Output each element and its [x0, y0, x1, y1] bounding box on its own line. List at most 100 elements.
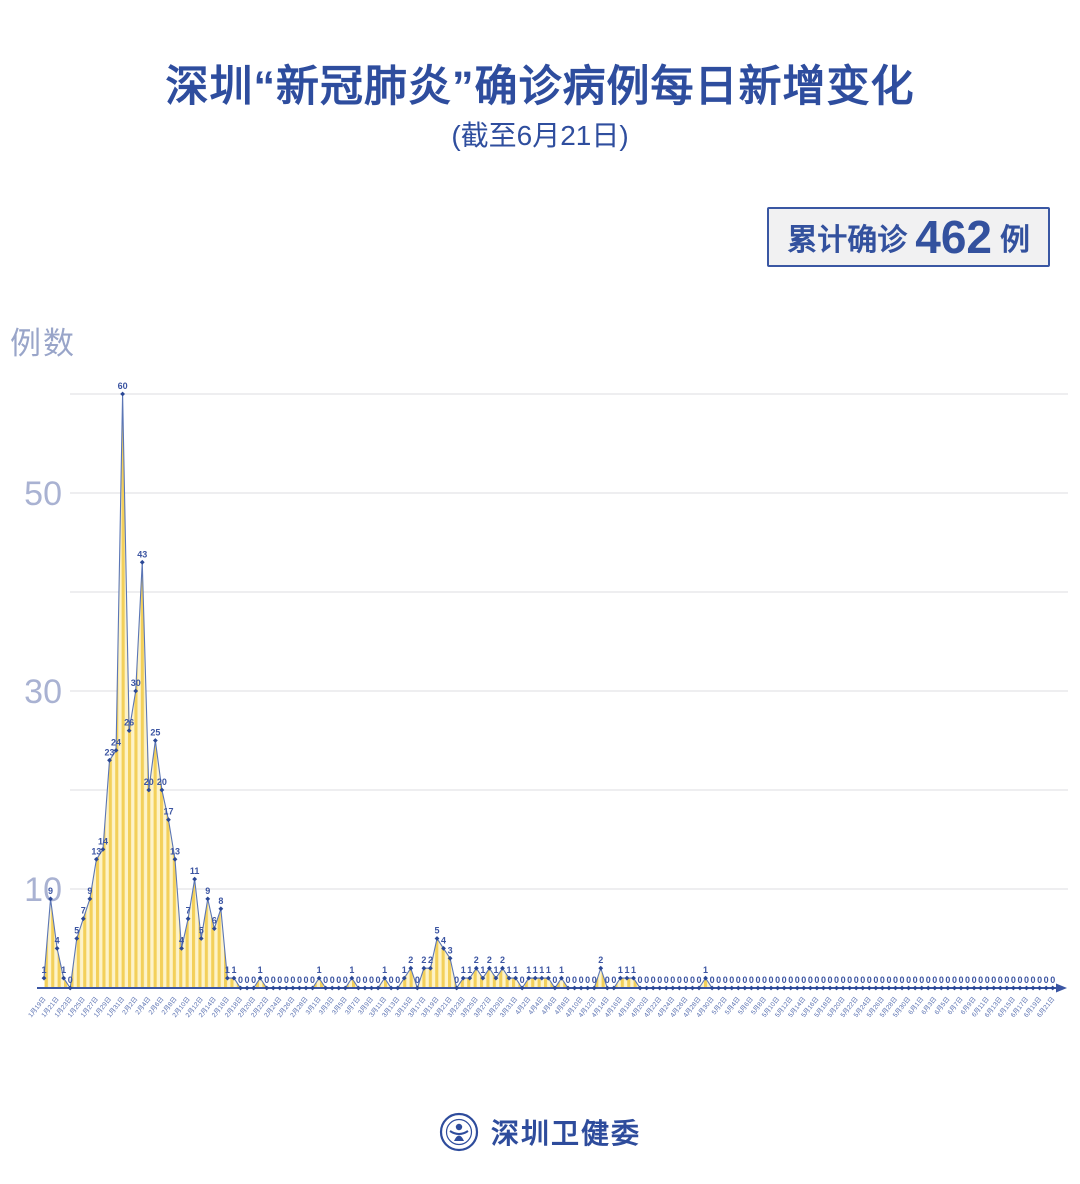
data-point-labels: 1941057913142324602630432025201713471159…: [41, 381, 1055, 985]
data-point-label: 0: [782, 975, 787, 985]
data-point-marker: [807, 985, 813, 991]
data-point-label: 0: [906, 975, 911, 985]
data-point-marker: [41, 975, 47, 981]
data-point-label: 0: [644, 975, 649, 985]
data-point-marker: [198, 936, 204, 941]
data-point-label: 1: [631, 965, 636, 975]
data-point-label: 0: [939, 975, 944, 985]
gridlines: [70, 393, 1068, 890]
data-point-markers: [41, 391, 1056, 991]
data-point-label: 0: [880, 975, 885, 985]
data-point-marker: [880, 985, 885, 991]
data-point-label: 1: [559, 965, 564, 975]
data-point-marker: [487, 965, 492, 971]
data-point-label: 0: [323, 975, 328, 985]
data-point-marker: [932, 985, 938, 991]
data-point-marker: [1017, 985, 1023, 991]
data-point-marker: [1030, 985, 1036, 991]
data-point-marker: [159, 787, 165, 793]
data-point-label: 0: [795, 975, 800, 985]
data-point-label: 0: [958, 975, 963, 985]
data-point-marker: [107, 757, 112, 763]
data-point-label: 7: [81, 906, 86, 916]
data-point-label: 2: [500, 955, 505, 965]
data-point-label: 0: [585, 975, 590, 985]
data-point-marker: [283, 985, 289, 991]
data-point-label: 1: [41, 965, 46, 975]
data-point-marker: [126, 728, 132, 733]
data-point-marker: [919, 985, 925, 991]
data-point-label: 0: [847, 975, 852, 985]
data-point-marker: [172, 856, 178, 862]
data-point-label: 1: [507, 965, 512, 975]
data-point-marker: [54, 946, 60, 951]
data-point-label: 24: [111, 737, 121, 747]
data-point-marker: [709, 985, 715, 991]
data-point-marker: [467, 975, 473, 981]
data-point-label: 0: [749, 975, 754, 985]
daily-new-cases-chart: 1030501941057913142324602630432025201713…: [24, 381, 1068, 1019]
data-point-marker: [906, 985, 911, 991]
data-point-label: 2: [428, 955, 433, 965]
data-point-marker: [794, 985, 800, 991]
data-point-label: 0: [310, 975, 315, 985]
data-point-marker: [297, 985, 302, 991]
data-point-marker: [428, 965, 433, 971]
data-point-label: 0: [277, 975, 282, 985]
data-point-label: 0: [369, 975, 374, 985]
data-point-marker: [539, 975, 545, 981]
data-point-marker: [1004, 985, 1010, 991]
data-point-marker: [94, 856, 99, 862]
data-point-label: 0: [271, 975, 276, 985]
data-point-marker: [74, 936, 80, 941]
data-point-label: 0: [873, 975, 878, 985]
data-point-marker: [788, 985, 794, 991]
data-point-marker: [369, 985, 374, 991]
data-point-marker: [290, 985, 296, 991]
data-point-label: 0: [389, 975, 394, 985]
data-point-marker: [238, 985, 243, 991]
data-point-marker: [270, 985, 276, 991]
data-point-marker: [578, 985, 584, 991]
data-point-marker: [997, 985, 1003, 991]
data-point-marker: [572, 985, 577, 991]
data-point-label: 0: [683, 975, 688, 985]
data-point-label: 0: [965, 975, 970, 985]
data-point-marker: [670, 985, 676, 991]
data-point-label: 0: [945, 975, 950, 985]
data-point-marker: [454, 985, 460, 991]
data-point-label: 0: [1044, 975, 1049, 985]
data-point-marker: [604, 985, 610, 991]
data-point-marker: [139, 559, 145, 565]
data-point-marker: [362, 985, 368, 991]
data-point-label: 8: [218, 896, 223, 906]
data-point-label: 0: [762, 975, 767, 985]
data-point-label: 2: [408, 955, 413, 965]
data-point-label: 0: [932, 975, 937, 985]
data-point-marker: [80, 916, 86, 922]
data-point-label: 0: [362, 975, 367, 985]
data-point-label: 0: [808, 975, 813, 985]
data-point-marker: [696, 985, 702, 991]
data-point-label: 1: [703, 965, 708, 975]
data-point-label: 0: [867, 975, 872, 985]
data-point-label: 0: [742, 975, 747, 985]
data-point-marker: [952, 985, 957, 991]
data-point-label: 0: [814, 975, 819, 985]
data-point-label: 20: [157, 777, 167, 787]
data-point-marker: [179, 946, 184, 951]
data-point-marker: [152, 738, 158, 743]
data-point-marker: [133, 688, 139, 694]
data-point-label: 1: [493, 965, 498, 975]
data-point-marker: [146, 787, 152, 793]
y-tick-label: 30: [24, 673, 62, 711]
data-point-label: 0: [1037, 975, 1042, 985]
data-point-marker: [631, 975, 636, 981]
data-point-marker: [87, 896, 93, 902]
page-subtitle: (截至6月21日): [451, 120, 629, 151]
data-point-label: 0: [454, 975, 459, 985]
data-point-label: 1: [546, 965, 551, 975]
area-fill: [44, 394, 1053, 988]
data-point-label: 20: [144, 777, 154, 787]
data-point-label: 2: [598, 955, 603, 965]
